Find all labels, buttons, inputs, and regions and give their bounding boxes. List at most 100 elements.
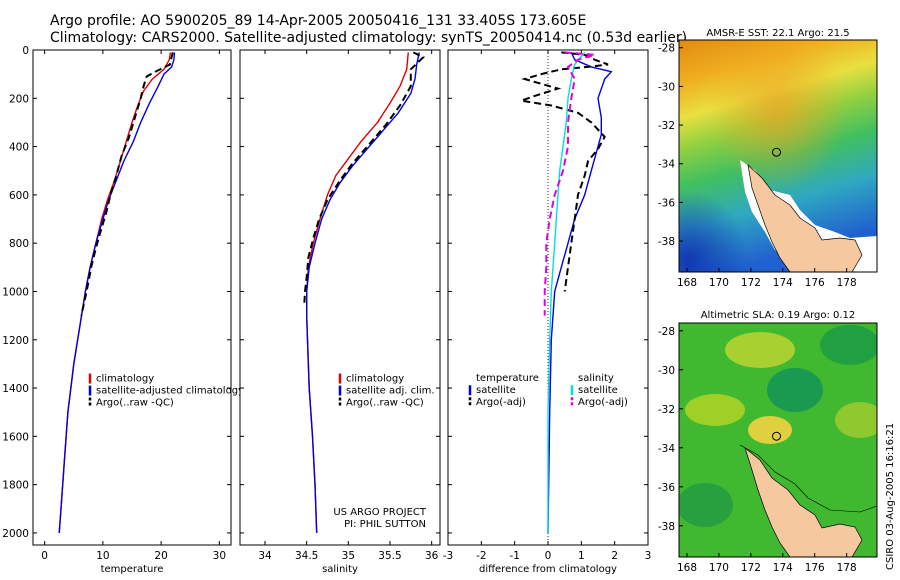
sla-map-ytick-label: -36 <box>658 482 675 494</box>
difference-xtick-label: -3 <box>443 550 453 562</box>
sla-anomaly-2 <box>820 325 877 365</box>
salinity-annotation: PI: PHIL SUTTON <box>344 519 426 530</box>
temperature-ytick-label: 2000 <box>2 528 29 540</box>
temperature-ytick-label: 1200 <box>2 335 29 347</box>
difference-series-1-line <box>520 51 609 292</box>
sst-land-north-island <box>747 164 863 272</box>
temperature-series-2-line <box>80 52 174 316</box>
sst-profile-location-marker <box>772 147 781 157</box>
difference-legend-label: Argo(-adj) <box>476 397 526 408</box>
sla-map-ytick-label: -34 <box>658 443 675 455</box>
salinity-series-1-line <box>306 52 420 533</box>
difference-series-0-line <box>547 52 613 533</box>
figure-title-line1: Argo profile: AO 5900205_89 14-Apr-2005 … <box>50 13 586 29</box>
sla-map-panel: Altimetric SLA: 0.19 Argo: 0.12 168 170 17… <box>658 310 878 574</box>
sla-map-ytick-label: -30 <box>658 365 675 377</box>
sst-map-ytick-label: -32 <box>658 120 675 132</box>
difference-xlabel: difference from climatology <box>479 564 617 575</box>
sla-map-xtick-label: 178 <box>837 562 857 574</box>
salinity-xtick-label: 35 <box>342 550 355 562</box>
sla-anomaly-6 <box>835 402 877 438</box>
difference-xtick-label: 2 <box>611 550 618 562</box>
temperature-panel: 0 10 20 30 0 200 400 600 800 1000 1200 1400 1600 1800… <box>2 45 244 575</box>
sst-map-xtick-label: 178 <box>837 277 857 289</box>
sst-map-ytick-label: -36 <box>658 197 675 209</box>
temperature-legend-label: Argo(..raw -QC) <box>96 398 174 409</box>
difference-xtick-label: -1 <box>509 550 519 562</box>
difference-legend-label: satellite <box>578 385 618 396</box>
sst-map-ytick-label: -30 <box>658 81 675 93</box>
temperature-ytick-label: 600 <box>9 190 29 202</box>
temperature-ytick-label: 800 <box>9 238 29 250</box>
difference-legend-label: Argo(-adj) <box>578 397 628 408</box>
sst-map-ytick-label: -34 <box>658 159 675 171</box>
difference-series-3-line <box>543 51 595 316</box>
difference-legend-label: satellite <box>476 385 516 396</box>
difference-xtick-label: 1 <box>578 550 585 562</box>
salinity-legend-label: satellite adj. clim. <box>346 386 435 397</box>
difference-xtick-label: 0 <box>545 550 552 562</box>
salinity-xlabel: salinity <box>322 564 358 575</box>
difference-legend-group-title: salinity <box>578 373 614 384</box>
sst-map-xtick-label: 174 <box>773 277 793 289</box>
sst-map-xtick-label: 168 <box>677 277 697 289</box>
temperature-xtick-label: 30 <box>213 550 226 562</box>
temperature-xlabel: temperature <box>101 564 164 575</box>
temperature-ytick-label: 200 <box>9 93 29 105</box>
sla-anomaly-7 <box>679 483 733 527</box>
sla-map-ytick-label: -32 <box>658 404 675 416</box>
difference-series-2-line <box>547 51 586 533</box>
sla-anomaly-4 <box>685 394 745 426</box>
temperature-ytick-label: 1800 <box>2 480 29 492</box>
figure-title-line2: Climatology: CARS2000. Satellite-adjuste… <box>50 30 687 46</box>
difference-legend-group-title: temperature <box>476 373 539 384</box>
sst-map-panel: AMSR-E SST: 22.1 Argo: 21.5 168 170 172 174… <box>658 28 878 289</box>
salinity-legend-label: Argo(..raw -QC) <box>346 398 424 409</box>
difference-panel: -3 -2 -1 0 1 2 3 difference from climatology tem… <box>443 49 652 575</box>
difference-xtick-label: 3 <box>645 550 652 562</box>
profile-panels: 0 10 20 30020040060080010001200140016001800… <box>2 45 651 575</box>
salinity-xtick-label: 35.5 <box>378 550 401 562</box>
sst-map-xtick-label: 170 <box>709 277 729 289</box>
sla-map-xtick-label: 172 <box>741 562 761 574</box>
sla-land-north-island <box>744 447 863 557</box>
sla-anomaly-3 <box>767 368 823 412</box>
temperature-ytick-label: 1000 <box>2 286 29 298</box>
temperature-ytick-label: 1400 <box>2 383 29 395</box>
sla-map-frame <box>678 322 878 558</box>
credit-timestamp: CSIRO 03-Aug-2005 16:16:21 <box>885 423 896 570</box>
sla-map-xtick-label: 170 <box>709 562 729 574</box>
salinity-legend-label: climatology <box>346 374 404 385</box>
sst-map-ytick-label: -38 <box>658 236 675 248</box>
sst-map-xtick-label: 172 <box>741 277 761 289</box>
temperature-legend-label: satellite-adjusted climatology <box>96 386 244 397</box>
temperature-plot-frame <box>32 49 232 546</box>
difference-legend: temperaturesatelliteArgo(-adj)salinitysa… <box>468 373 628 408</box>
sst-map-ytick-label: -28 <box>658 43 675 55</box>
sla-profile-location-marker <box>772 431 781 441</box>
temperature-ytick-label: 0 <box>22 45 29 57</box>
salinity-xtick-label: 36 <box>425 550 439 562</box>
sla-anomaly-5 <box>748 416 792 444</box>
sla-map-ytick-label: -38 <box>658 521 675 533</box>
salinity-series-2-line <box>303 51 426 307</box>
sst-map-title: AMSR-E SST: 22.1 Argo: 21.5 <box>706 28 849 39</box>
temperature-legend-label: climatology <box>96 374 154 385</box>
salinity-plot-frame <box>239 49 441 546</box>
sla-map-xtick-label: 168 <box>677 562 697 574</box>
sst-map-axes: 168 170 172 174 176 178 -28 -30 -32 -34 -36 -38 <box>658 39 878 289</box>
salinity-xtick-label: 34 <box>258 550 272 562</box>
salinity-annotation: US ARGO PROJECT <box>333 507 427 518</box>
sst-map-frame <box>678 39 878 273</box>
sla-map-ytick-label: -28 <box>658 326 675 338</box>
temperature-xtick-label: 20 <box>154 550 167 562</box>
salinity-xtick-label: 34.5 <box>295 550 318 562</box>
sla-map-axes: 168 170 172 174 176 178 -28 -30 -32 -34 -36 -38 <box>658 322 878 574</box>
sla-depth-contour <box>739 444 877 513</box>
temperature-ytick-label: 1600 <box>2 431 29 443</box>
sla-anomaly-1 <box>725 332 795 368</box>
sla-map-xtick-label: 174 <box>773 562 793 574</box>
